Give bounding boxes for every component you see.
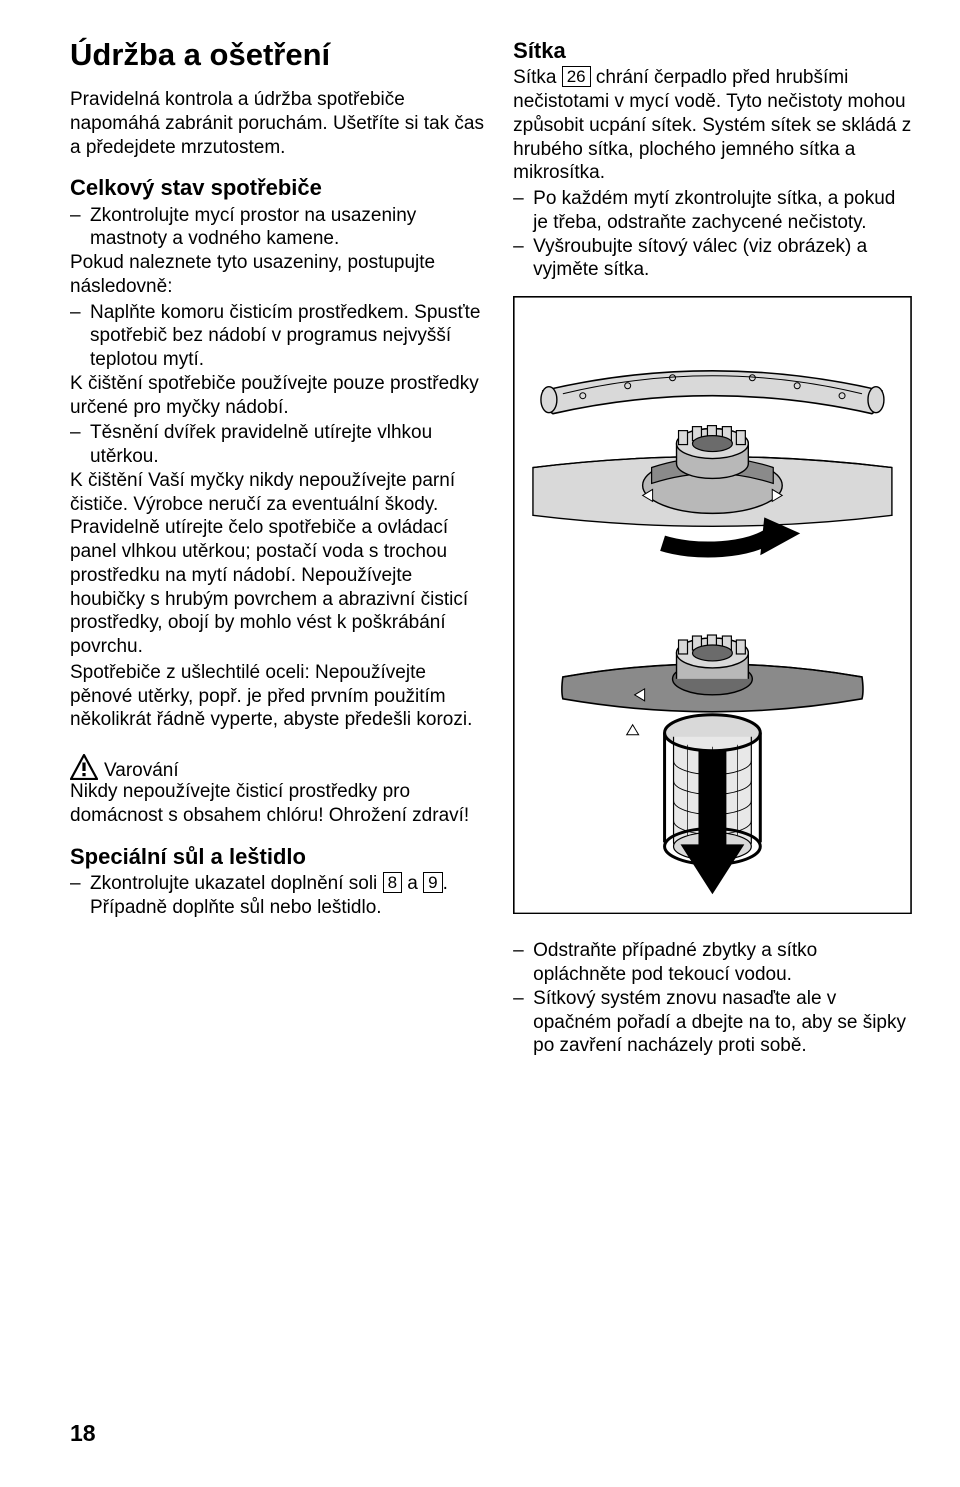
para-steam-cleaner: K čištění Vaší myčky nikdy nepoužívejte …: [70, 469, 485, 659]
page-number: 18: [70, 1420, 96, 1447]
list-check-interior: Zkontrolujte mycí prostor na usazeniny m…: [70, 204, 485, 252]
warning-label: Varování: [104, 761, 179, 780]
filters-intro: Sítka 26 chrání čerpadlo před hrubšími n…: [513, 66, 912, 185]
right-column: Sítka Sítka 26 chrání čerpadlo před hrub…: [513, 38, 912, 1058]
heading-filters: Sítka: [513, 38, 912, 64]
intro-a: Sítka: [513, 67, 562, 88]
ref-number-8: 8: [383, 872, 402, 893]
heading-overall-condition: Celkový stav spotřebiče: [70, 175, 485, 201]
heading-salt: Speciální sůl a leštidlo: [70, 844, 485, 870]
list-filters-bottom: Odstraňte případné zbytky a sítko oplách…: [513, 939, 912, 1058]
intro-para: Pravidelná kontrola a údržba spotřebiče …: [70, 88, 485, 159]
list-item: Naplňte komoru čisticím prostředkem. Spu…: [70, 301, 485, 372]
salt-text-b: a: [402, 873, 423, 894]
ref-number-26: 26: [562, 66, 591, 87]
ref-number-9: 9: [423, 872, 442, 893]
warning-row: Varování: [70, 754, 485, 780]
list-item: Vyšroubujte sítový válec (viz obrázek) a…: [513, 235, 912, 283]
list-filters-top: Po každém mytí zkontrolujte sítka, a pok…: [513, 187, 912, 282]
filter-diagram: [513, 296, 912, 914]
list-salt: Zkontrolujte ukazatel doplnění soli 8 a …: [70, 872, 485, 920]
list-item: Těsnění dvířek pravidelně utírejte vlhko…: [70, 421, 485, 469]
left-column: Údržba a ošetření Pravidelná kontrola a …: [70, 38, 485, 1058]
list-fill-chamber: Naplňte komoru čisticím prostředkem. Spu…: [70, 301, 485, 372]
list-item: Odstraňte případné zbytky a sítko oplách…: [513, 939, 912, 987]
para-cleaning-agents: K čištění spotřebiče používejte pouze pr…: [70, 372, 485, 420]
salt-text-a: Zkontrolujte ukazatel doplnění soli: [90, 873, 383, 894]
warning-body: Nikdy nepoužívejte čisticí prostředky pr…: [70, 780, 485, 828]
list-door-seal: Těsnění dvířek pravidelně utírejte vlhko…: [70, 421, 485, 469]
list-item-salt: Zkontrolujte ukazatel doplnění soli 8 a …: [70, 872, 485, 920]
list-item: Zkontrolujte mycí prostor na usazeniny m…: [70, 204, 485, 252]
list-item: Sítkový systém znovu nasaďte ale v opačn…: [513, 987, 912, 1058]
warning-icon: [70, 754, 98, 780]
para-followup: Pokud naleznete tyto usazeniny, postupuj…: [70, 251, 485, 299]
list-item: Po každém mytí zkontrolujte sítka, a pok…: [513, 187, 912, 235]
page-title: Údržba a ošetření: [70, 38, 485, 72]
para-stainless: Spotřebiče z ušlechtilé oceli: Nepoužíve…: [70, 661, 485, 732]
